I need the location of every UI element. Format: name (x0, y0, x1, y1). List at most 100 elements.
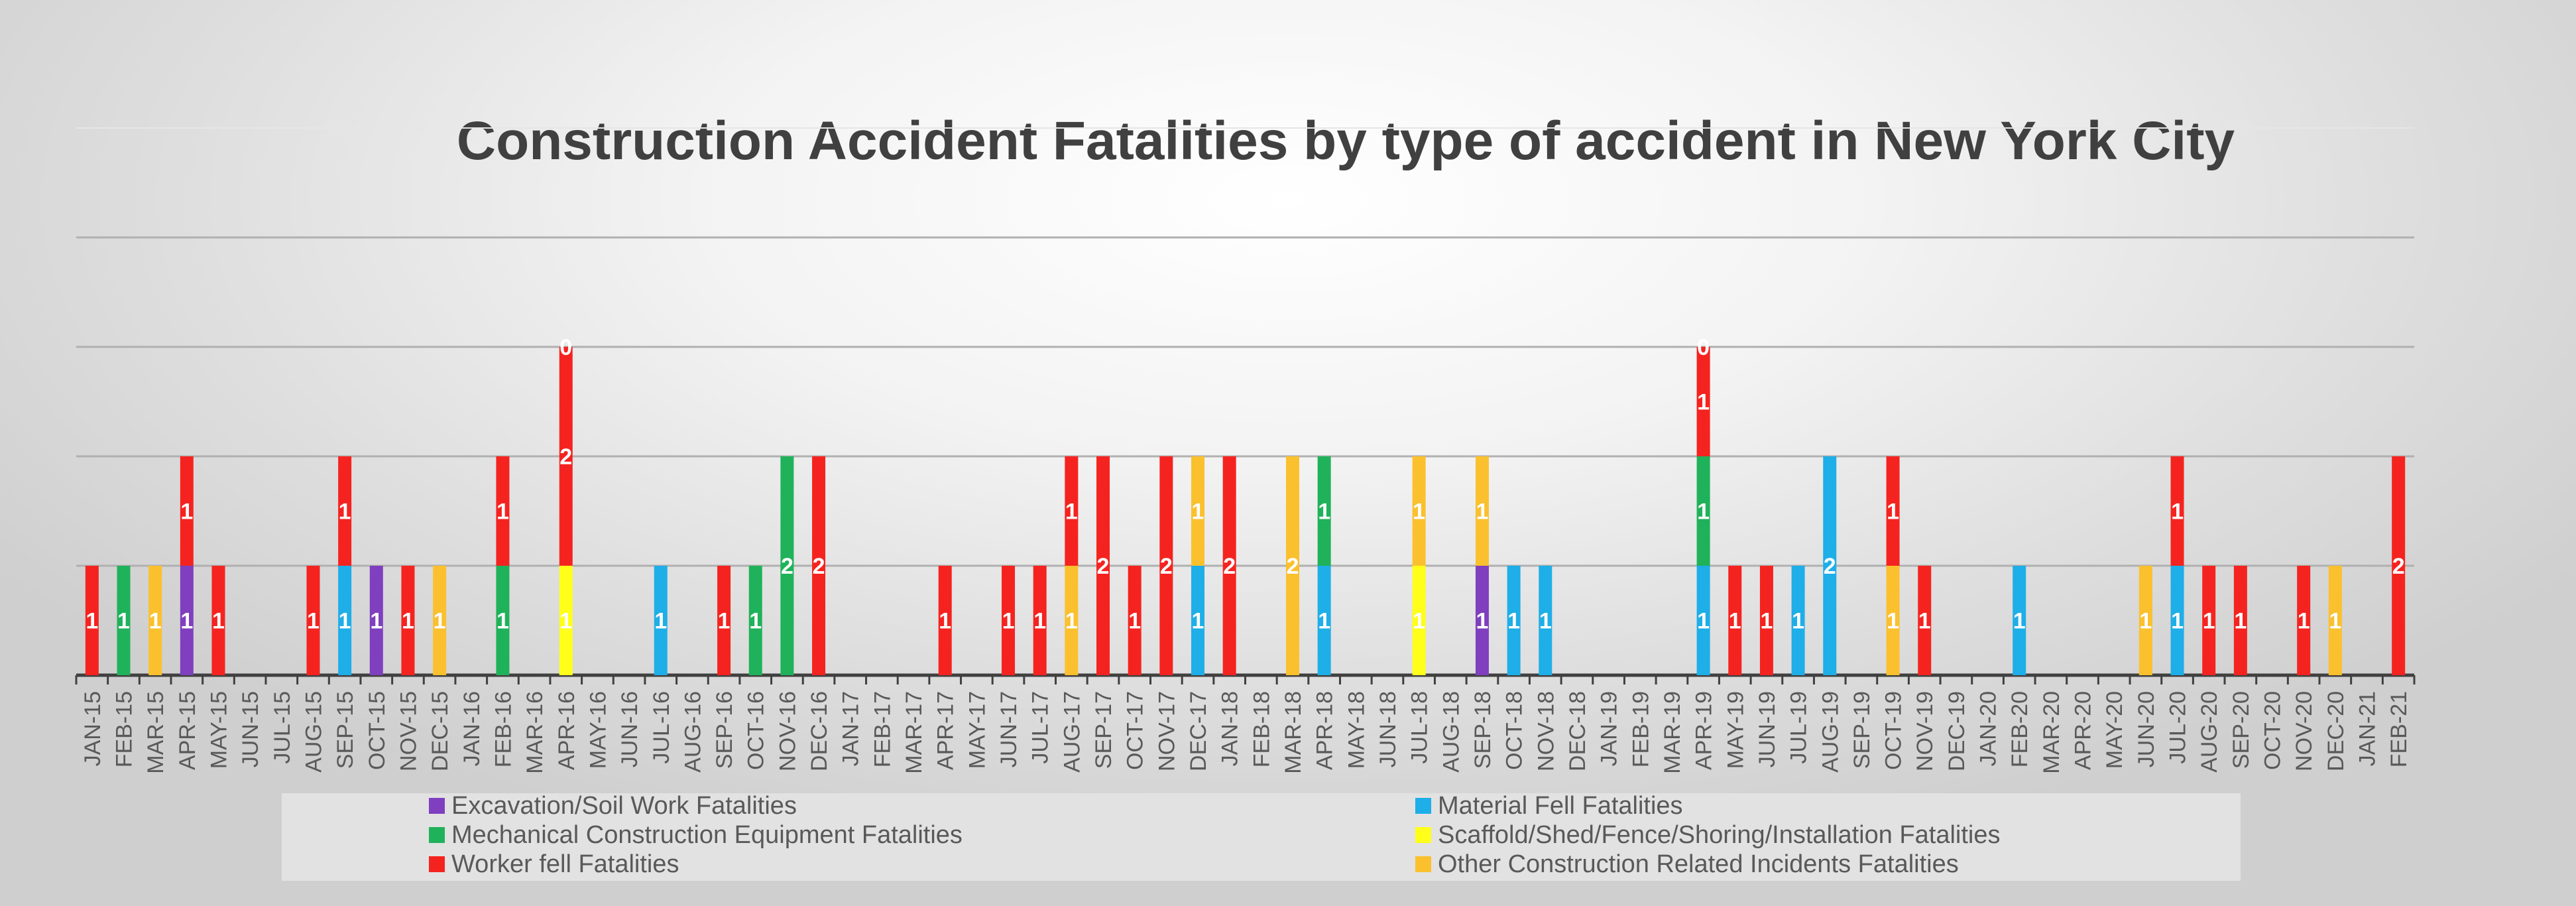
x-tick-label: AUG-15 (301, 691, 326, 773)
bar-segment (496, 566, 510, 675)
data-label: 1 (2234, 609, 2247, 634)
data-label: 1 (654, 609, 667, 634)
x-tick-label: FEB-16 (491, 691, 516, 767)
x-tick-label: JUL-17 (1028, 691, 1053, 764)
data-label: 2 (1287, 554, 1299, 579)
data-label: 0 (559, 335, 572, 360)
x-tick-label: JUN-16 (617, 691, 642, 767)
x-tick-label: NOV-18 (1533, 691, 1558, 771)
data-label: 1 (1476, 609, 1489, 634)
x-tick-label: OCT-16 (744, 691, 769, 770)
data-label: 1 (212, 609, 225, 634)
bar-segment (559, 566, 573, 675)
x-tick-label: SEP-18 (1470, 691, 1495, 769)
data-label: 1 (1002, 609, 1015, 634)
data-label: 1 (1887, 499, 1899, 525)
data-label: 1 (559, 609, 572, 634)
x-tick-label: JUL-20 (2166, 691, 2191, 764)
x-tick-label: DEC-19 (1944, 691, 1969, 771)
data-label: 1 (86, 609, 98, 634)
bar-segment (1317, 566, 1331, 675)
x-tick-label: OCT-18 (1502, 691, 1527, 770)
bar-segment (338, 456, 352, 566)
bar-segment (717, 566, 731, 675)
x-tick-label: SEP-15 (333, 691, 358, 769)
data-label: 1 (180, 609, 193, 634)
data-label: 1 (1128, 609, 1141, 634)
x-tick-label: FEB-20 (2007, 691, 2032, 767)
bar-segment (2170, 456, 2184, 566)
x-tick-label: JUN-20 (2134, 691, 2159, 767)
legend-swatch (1415, 798, 1431, 814)
data-label: 1 (1760, 609, 1773, 634)
data-label: 1 (2203, 609, 2215, 634)
x-tick-label: JUN-15 (238, 691, 263, 767)
bar-segment (1886, 456, 1900, 566)
data-label: 1 (718, 609, 731, 634)
data-label: 1 (1918, 609, 1931, 634)
bar-segment (1728, 566, 1742, 675)
x-tick-label: AUG-17 (1059, 691, 1084, 773)
x-tick-label: APR-19 (1692, 691, 1717, 770)
x-tick-label: NOV-15 (396, 691, 421, 771)
bar-segment (2328, 566, 2342, 675)
x-tick-label: JAN-19 (1597, 691, 1622, 766)
data-label: 1 (149, 609, 162, 634)
bar-segment (2392, 456, 2406, 675)
data-label: 1 (2329, 609, 2341, 634)
bar-segment (2297, 566, 2311, 675)
x-tick-label: JAN-20 (1976, 691, 2001, 766)
x-tick-label: APR-20 (2071, 691, 2096, 770)
bar-segment (2138, 566, 2152, 675)
x-tick-label: JUN-18 (1376, 691, 1401, 767)
x-tick-label: OCT-20 (2260, 691, 2286, 770)
x-tick-label: MAY-18 (1344, 691, 1369, 769)
legend-label: Other Construction Related Incidents Fat… (1438, 850, 1959, 878)
x-tick-label: OCT-17 (1123, 691, 1148, 770)
data-label: 1 (1318, 609, 1330, 634)
bar-segment (1191, 456, 1205, 566)
x-tick-label: OCT-15 (365, 691, 390, 770)
bar-segment (369, 566, 383, 675)
data-label: 1 (1729, 609, 1741, 634)
bar-segment (338, 566, 352, 675)
bar-segment (117, 566, 131, 675)
legend-swatch (1415, 856, 1431, 872)
data-label: 1 (1476, 499, 1489, 525)
x-tick-label: MAY-19 (1723, 691, 1748, 769)
bar-segment (1475, 456, 1489, 566)
data-label: 0 (1697, 335, 1710, 360)
data-label: 1 (1792, 609, 1804, 634)
x-tick-label: JUL-16 (649, 691, 674, 764)
x-tick-label: MAR-15 (143, 691, 168, 774)
data-label: 2 (813, 554, 825, 579)
x-tick-label: JAN-21 (2355, 691, 2380, 766)
x-tick-label: NOV-19 (1912, 691, 1938, 771)
data-label: 1 (2139, 609, 2152, 634)
x-tick-label: FEB-19 (1628, 691, 1653, 767)
data-label: 1 (1413, 499, 1425, 525)
x-tick-label: APR-17 (933, 691, 959, 770)
data-label: 1 (180, 499, 193, 525)
bar-segment (1065, 566, 1079, 675)
bar-segment (1539, 566, 1552, 675)
legend-swatch (429, 856, 445, 872)
x-tick-label: SEP-17 (1091, 691, 1116, 769)
x-tick-label: JUN-19 (1755, 691, 1780, 767)
x-tick-label: SEP-16 (712, 691, 737, 769)
data-label: 1 (1033, 609, 1046, 634)
data-label: 1 (402, 609, 414, 634)
x-tick-label: AUG-16 (680, 691, 705, 773)
bar-segment (780, 456, 794, 675)
data-label: 1 (1413, 609, 1425, 634)
data-label: 1 (1318, 499, 1330, 525)
legend-label: Scaffold/Shed/Fence/Shoring/Installation… (1438, 821, 2000, 849)
bar-segment (1191, 566, 1205, 675)
x-tick-label: MAR-18 (1281, 691, 1306, 774)
bar-segment (180, 456, 194, 566)
legend-label: Material Fell Fatalities (1438, 792, 1683, 820)
x-tick-label: DEC-18 (1565, 691, 1590, 771)
bar-segment (1507, 566, 1521, 675)
